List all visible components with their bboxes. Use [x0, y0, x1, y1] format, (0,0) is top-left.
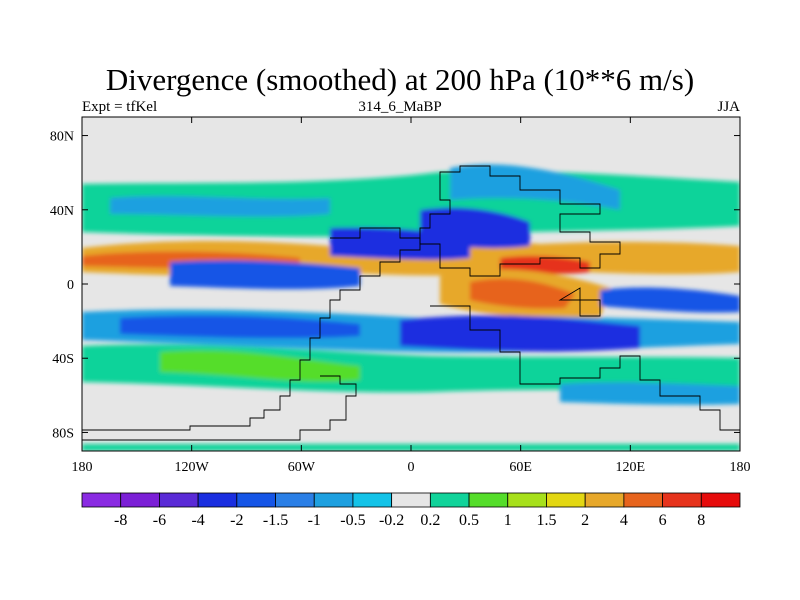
- colorbar-label: 1.5: [536, 512, 556, 529]
- y-tick-label: 80N: [50, 130, 74, 145]
- colorbar-label: -1.5: [263, 512, 288, 529]
- x-tick-label: 180: [72, 460, 93, 475]
- colorbar-swatch: [391, 492, 431, 508]
- x-tick-label: 120E: [616, 460, 646, 475]
- colorbar-swatch: [546, 492, 586, 508]
- coastlines: [82, 165, 740, 441]
- colorbar-label: 8: [697, 512, 705, 529]
- south-negative-core-b: [400, 315, 640, 352]
- indian-positive-core: [470, 278, 575, 309]
- colorbar-swatch: [507, 492, 547, 508]
- colorbar-swatch: [584, 492, 625, 508]
- colorbar-label: -6: [153, 512, 166, 529]
- colorbar-label: -0.2: [379, 512, 404, 529]
- colorbar-swatch: [662, 492, 702, 508]
- colorbar-label: -2: [230, 512, 243, 529]
- y-tick-label: 80S: [52, 426, 74, 441]
- colorbar-swatch: [275, 492, 315, 508]
- x-tick-label: 60E: [509, 460, 532, 475]
- colorbar-swatch: [81, 492, 122, 508]
- x-tick-label: 120W: [175, 460, 210, 475]
- colorbar-swatch: [429, 492, 470, 508]
- north-blue-streak: [110, 196, 330, 217]
- colorbar-swatch: [623, 492, 663, 508]
- colorbar-label: -0.5: [340, 512, 365, 529]
- colorbar-label: 0.2: [420, 512, 440, 529]
- arabia-positive-core: [500, 255, 590, 275]
- colorbar-label: 1: [504, 512, 512, 529]
- colorbar-label: 0.5: [459, 512, 479, 529]
- colorbar-swatch: [159, 492, 199, 508]
- colorbar-swatch: [468, 492, 509, 508]
- colorbar-label: 6: [659, 512, 667, 529]
- y-tick-label: 0: [67, 278, 74, 293]
- colorbar-swatch: [197, 492, 238, 508]
- x-tick-label: 60W: [288, 460, 316, 475]
- mideast-negative: [420, 207, 530, 249]
- divergence-field: [82, 117, 740, 451]
- equatorial-negative-a: [170, 260, 360, 290]
- run-id-label: 314_6_MaBP: [358, 99, 442, 115]
- x-tick-label: 180: [730, 460, 751, 475]
- colorbar-swatch: [700, 492, 741, 508]
- colorbar-label: -8: [114, 512, 127, 529]
- colorbar-swatch: [236, 492, 276, 508]
- south-pacific-blue: [560, 382, 740, 405]
- x-tick-label: 0: [408, 460, 415, 475]
- colorbar-label: -1: [308, 512, 321, 529]
- map-axes: 180 120W 60W 0 60E 120E 180 80N 40N 0 40S 80S: [50, 117, 751, 475]
- colorbar-swatch: [313, 492, 354, 508]
- colorbar-label: 2: [581, 512, 589, 529]
- colorbar: -8 -6 -4 -2 -1.5 -1 -0.5 -0.2 0.2 0.5 1 1.5 2 4 6 8: [81, 492, 741, 529]
- y-tick-label: 40S: [52, 352, 74, 367]
- colorbar-label: -4: [191, 512, 204, 529]
- south-green-core: [160, 350, 360, 382]
- colorbar-label: 4: [620, 512, 628, 529]
- y-tick-label: 40N: [50, 204, 74, 219]
- south-negative-core-a: [120, 315, 360, 339]
- colorbar-swatch: [120, 492, 160, 508]
- season-label: JJA: [717, 99, 740, 115]
- plot-title: Divergence (smoothed) at 200 hPa (10**6 …: [105, 62, 695, 97]
- experiment-label: Expt = tfKel: [82, 99, 158, 115]
- colorbar-swatch: [352, 492, 393, 508]
- pacific-negative: [600, 287, 740, 313]
